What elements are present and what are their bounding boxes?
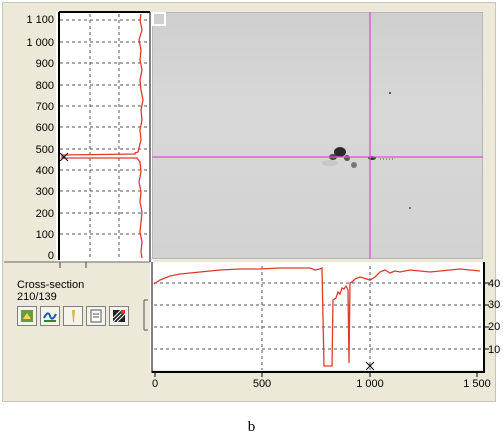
- y-tick-label: 1 100: [26, 14, 54, 26]
- image-particles: [322, 92, 411, 209]
- pattern-button[interactable]: [109, 306, 129, 326]
- x-tick-label: 1 500: [463, 378, 491, 390]
- y-tick-label: 300: [35, 186, 54, 198]
- x-tick-label: 1 000: [356, 378, 384, 390]
- image-view[interactable]: [152, 12, 483, 259]
- horizontal-profile-curve: [153, 266, 481, 367]
- y-tick-label: 0: [47, 250, 54, 262]
- list-button[interactable]: [86, 306, 106, 326]
- corner-handle[interactable]: [152, 12, 166, 26]
- horizontal-profile-plot: [150, 262, 484, 370]
- y-tick-label: 500: [35, 144, 54, 156]
- y-tick-label: 900: [35, 58, 54, 70]
- y-tick-label: 1 000: [26, 37, 54, 49]
- profile-toolbar: [17, 306, 129, 326]
- marker-button[interactable]: [63, 306, 83, 326]
- marker-icon: [72, 310, 75, 322]
- y-tick-label: 700: [35, 101, 54, 113]
- pattern-icon: [112, 309, 126, 323]
- vertical-marker: [59, 152, 69, 162]
- measure-icon: [21, 310, 33, 322]
- y-tick-label: 200: [35, 208, 54, 220]
- right-tick-label: 10: [488, 344, 501, 356]
- cross-section-value: 210/139: [17, 291, 57, 303]
- profile-button[interactable]: [40, 306, 60, 326]
- y-tick-label: 600: [35, 122, 54, 134]
- horizontal-marker: [365, 361, 375, 371]
- x-tick-label: 0: [151, 378, 159, 390]
- measure-button[interactable]: [17, 306, 37, 326]
- right-tick-label: 40: [488, 278, 501, 290]
- horizontal-plot-grid: [154, 266, 482, 370]
- figure-caption: b: [247, 419, 256, 435]
- right-tick-label: 30: [488, 299, 501, 311]
- cross-section-title: Cross-section: [17, 279, 85, 291]
- x-tick-label: 500: [252, 378, 272, 390]
- vertical-profile-plot: [56, 12, 153, 262]
- y-tick-label: 100: [35, 229, 54, 241]
- profile-icon: [43, 312, 57, 322]
- vertical-profile-curve: [61, 13, 144, 259]
- y-tick-label: 400: [35, 165, 54, 177]
- right-tick-label: 20: [488, 321, 501, 333]
- y-tick-label: 800: [35, 80, 54, 92]
- list-icon: [90, 309, 102, 323]
- vertical-plot-grid: [60, 14, 148, 258]
